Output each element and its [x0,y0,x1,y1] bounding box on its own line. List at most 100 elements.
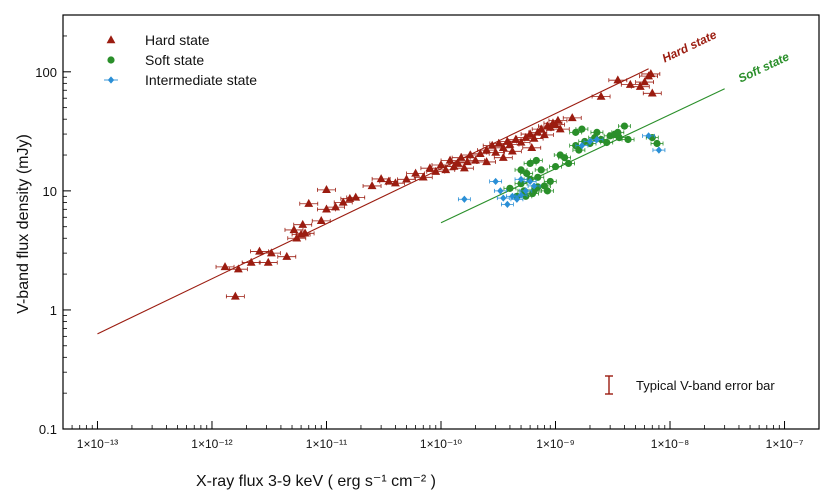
intermediate-state-point [497,187,504,195]
fit-line-label: Soft state [736,49,792,85]
hard-state-point [505,139,515,148]
hard-state-point [233,264,243,273]
hard-state-point [529,133,539,142]
legend-triangle-icon [106,35,116,44]
soft-state-point [593,128,601,136]
hard-state-point [391,178,400,187]
hard-state-point [646,69,656,78]
intermediate-state-point [655,146,663,154]
intermediate-state-point [578,142,586,150]
soft-state-point [614,128,622,136]
intermediate-state-point [504,200,511,208]
y-axis-label: V-band flux density (mJy) [15,134,32,314]
hard-state-point [640,77,650,86]
hard-state-point [402,174,411,183]
hard-state-point [230,291,240,300]
hard-state-point [298,219,308,228]
hard-state-point [331,202,340,211]
series-diamond [457,132,666,208]
hard-state-point [507,146,517,155]
soft-state-point [528,189,537,198]
intermediate-state-point [517,175,525,183]
y-axis-ticks: 0.1 1 10 100 [35,14,71,437]
intermediate-state-point [513,195,521,203]
x-tick-label: 1×10⁻⁷ [766,437,804,451]
hard-state-point [525,129,535,138]
hard-state-point [266,248,276,257]
legend-label: Soft state [145,52,204,68]
intermediate-state-point [593,135,601,144]
soft-state-point [575,146,583,154]
intermediate-state-point [530,182,538,190]
soft-state-point [523,169,531,178]
intermediate-state-point [461,195,468,203]
soft-state-point [551,162,560,171]
soft-state-point [620,122,629,130]
hard-state-point [527,143,537,152]
legend: Hard state Soft state Intermediate state [104,32,257,88]
legend-diamond-icon [107,76,115,84]
soft-state-point [603,138,611,147]
hard-state-point [431,166,441,175]
hard-state-point [300,228,310,237]
x-tick-label: 1×10⁻¹³ [77,437,118,451]
hard-state-point [246,257,256,266]
hard-state-point [316,216,326,225]
hard-state-point [567,113,577,122]
intermediate-state-point [517,191,525,199]
hard-state-point [263,257,273,266]
intermediate-state-point [500,194,507,202]
soft-state-point [517,166,525,174]
legend-circle-icon [107,56,115,64]
x-tick-label: 1×10⁻⁸ [651,437,689,451]
x-tick-label: 1×10⁻¹² [191,437,232,451]
soft-state-point [506,184,514,192]
y-tick-label: 10 [43,184,57,199]
fit-line [97,68,649,335]
x-tick-label: 1×10⁻⁹ [536,437,575,451]
hard-state-point [482,157,491,166]
x-tick-label: 1×10⁻¹⁰ [420,437,462,451]
hard-state-point [367,181,377,190]
hard-state-point [418,172,428,181]
series-triangle [215,69,662,300]
x-axis-ticks: 1×10⁻¹³ 1×10⁻¹² 1×10⁻¹¹ 1×10⁻¹⁰ 1×10⁻⁹ 1×10⁻⁸… [62,421,820,451]
y-tick-label: 1 [50,303,57,318]
hard-state-point [445,155,455,164]
fit-line-label: Hard state [660,27,719,65]
soft-state-point [532,156,540,165]
hard-state-point [475,148,485,157]
y-tick-label: 100 [35,65,57,80]
hard-state-point [411,168,420,177]
soft-state-point [564,159,573,168]
legend-label: Hard state [145,32,210,48]
hard-state-point [459,163,469,172]
hard-state-point [625,79,635,88]
hard-state-point [465,150,475,159]
soft-state-point [653,139,661,148]
hard-state-point [220,262,230,271]
soft-state-point [624,135,632,144]
soft-state-point [546,177,554,186]
hard-state-point [516,137,526,146]
soft-state-point [534,173,542,181]
hard-state-point [425,163,435,172]
legend-label: Intermediate state [145,72,257,88]
hard-state-point [498,152,508,161]
soft-state-point [537,166,545,174]
data-markers [215,69,666,300]
hard-state-point [596,91,606,100]
hard-state-point [491,147,501,156]
hard-state-point [338,197,348,206]
intermediate-state-point [492,177,499,186]
soft-state-point [560,154,569,162]
hard-state-point [635,81,645,90]
hard-state-point [453,158,463,167]
hard-state-point [304,198,314,207]
hard-state-point [482,145,491,154]
soft-state-point [517,180,525,188]
fit-line [440,88,725,224]
soft-state-point [526,159,534,168]
hard-state-point [282,251,292,260]
